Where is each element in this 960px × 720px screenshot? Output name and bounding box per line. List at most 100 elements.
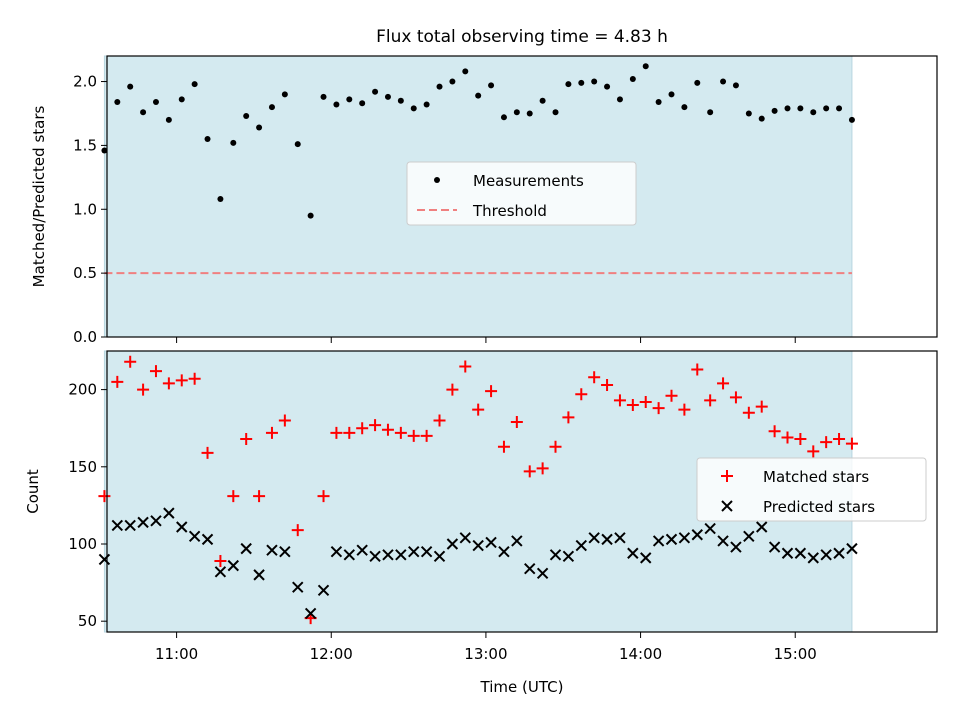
matched-star-point [510, 416, 523, 429]
matched-star-point [678, 403, 691, 416]
measurement-point [256, 124, 263, 131]
predicted-star-point [382, 549, 394, 561]
predicted-star-point [266, 544, 278, 556]
measurement-point [217, 196, 224, 203]
measurement-point [707, 109, 714, 116]
matched-star-point [639, 395, 652, 408]
measurement-point [565, 81, 572, 88]
predicted-star-point [678, 532, 691, 544]
measurement-point [810, 109, 817, 116]
measurement-point [346, 96, 353, 103]
matched-star-point [227, 490, 240, 503]
measurement-point [720, 78, 727, 85]
predicted-star-point [240, 542, 252, 555]
measurement-point [333, 101, 340, 108]
predicted-star-point [176, 521, 188, 533]
measurement-point [578, 79, 585, 86]
matched-star-point [149, 365, 162, 378]
measurement-point [449, 78, 456, 85]
y-tick-label: 150 [68, 458, 97, 476]
predicted-star-point [330, 546, 343, 558]
predicted-star-point [459, 532, 471, 544]
predicted-star-point [756, 521, 768, 533]
predicted-star-point [730, 541, 742, 553]
predicted-star-point [433, 550, 446, 563]
predicted-star-point [188, 530, 201, 542]
matched-star-point [98, 490, 111, 503]
matched-star-point [729, 391, 742, 404]
legend-label: Measurements [473, 172, 584, 190]
matched-star-point [626, 399, 639, 412]
measurement-point [436, 83, 443, 90]
y-tick-label: 0.0 [73, 328, 97, 346]
predicted-star-point [536, 567, 549, 580]
predicted-star-point [472, 539, 484, 552]
legend-marker [721, 470, 733, 482]
measurement-point [281, 91, 288, 98]
legend-marker [434, 177, 440, 183]
matched-star-point [820, 436, 833, 449]
y-tick-label: 1.5 [73, 136, 97, 154]
predicted-star-point [562, 550, 575, 563]
measurement-point [204, 136, 211, 143]
predicted-star-point [601, 533, 613, 546]
measurement-point [268, 104, 275, 111]
matched-star-point [613, 394, 626, 407]
y-tick-label: 2.0 [73, 73, 97, 91]
y-tick-label: 1.0 [73, 200, 97, 218]
predicted-star-point [214, 566, 227, 578]
predicted-star-point [369, 550, 381, 563]
predicted-star-point [111, 519, 124, 532]
matched-star-point [575, 388, 588, 401]
legend-box [696, 457, 927, 522]
measurement-point [681, 104, 688, 111]
predicted-star-point [356, 544, 368, 556]
matched-star-point [691, 363, 704, 376]
measurement-point [797, 105, 804, 112]
measurement-point [384, 93, 391, 100]
measurement-point [372, 88, 379, 95]
predicted-star-point [614, 532, 626, 544]
matched-star-point [137, 383, 150, 396]
measurement-point [178, 96, 185, 103]
matched-star-point [781, 431, 794, 444]
predicted-star-point [420, 546, 433, 558]
matched-star-point [356, 422, 369, 435]
predicted-star-point [511, 535, 523, 547]
measurement-point [732, 82, 739, 89]
legend-label: Matched stars [763, 468, 869, 486]
measurement-point [526, 110, 533, 117]
predicted-star-point [691, 529, 703, 541]
predicted-star-point [137, 516, 149, 529]
matched-star-point [111, 375, 124, 388]
predicted-star-point [575, 539, 587, 552]
legend-label: Threshold [472, 202, 547, 220]
chart-title: Flux total observing time = 4.83 h [376, 27, 668, 47]
predicted-star-point [292, 581, 304, 593]
matched-star-point [162, 377, 175, 390]
predicted-star-point [163, 507, 175, 519]
matched-star-point [562, 411, 575, 424]
measurement-point [836, 105, 843, 112]
measurement-point [243, 113, 250, 120]
predicted-star-point [408, 546, 420, 558]
y-tick-label: 0.5 [73, 264, 97, 282]
matched-star-point [497, 440, 510, 453]
measurement-point [500, 114, 507, 121]
matched-star-point [201, 446, 214, 459]
matched-star-point [394, 426, 407, 439]
predicted-star-point [524, 562, 536, 575]
measurement-point [616, 96, 623, 103]
measurement-point [745, 110, 752, 117]
predicted-star-point [253, 569, 265, 581]
measurement-point [823, 105, 830, 112]
matched-star-point [652, 402, 665, 415]
measurement-point [410, 105, 417, 112]
matched-star-point [317, 490, 330, 503]
matched-star-point [704, 394, 717, 407]
matched-star-point [240, 433, 253, 446]
predicted-star-point [704, 522, 716, 535]
legend-marker [721, 500, 733, 512]
matched-star-point [549, 440, 562, 453]
